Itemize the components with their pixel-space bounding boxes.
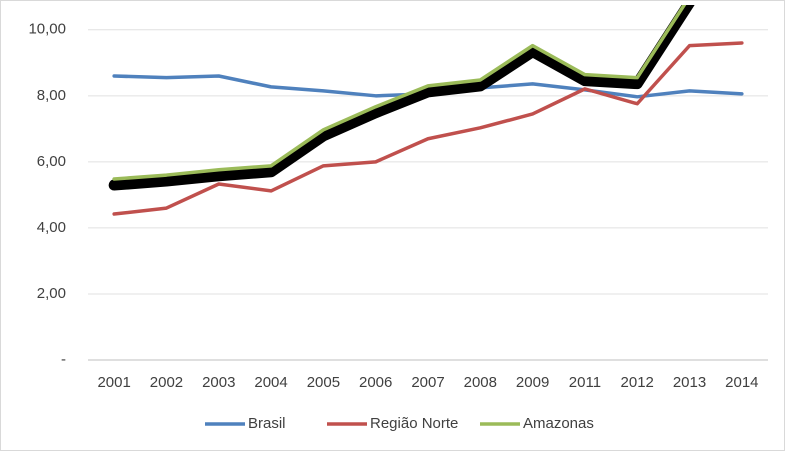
series-line — [112, 41, 744, 216]
x-tick-label: 2001 — [97, 374, 130, 391]
y-tick-label: 10,00 — [28, 21, 66, 38]
x-tick-label: 2002 — [150, 374, 183, 391]
legend-label: Brasil — [248, 415, 286, 432]
x-tick-label: 2005 — [307, 374, 340, 391]
x-tick-label: 2014 — [725, 374, 758, 391]
y-tick-label: 6,00 — [37, 153, 66, 170]
y-tick-label: - — [61, 351, 66, 368]
x-tick-label: 2007 — [411, 374, 444, 391]
x-tick-label: 2012 — [621, 374, 654, 391]
legend-label: Região Norte — [370, 415, 458, 432]
x-tick-label: 2003 — [202, 374, 235, 391]
y-tick-label: 8,00 — [37, 87, 66, 104]
x-tick-label: 2009 — [516, 374, 549, 391]
legend-label: Amazonas — [523, 415, 594, 432]
x-tick-label: 2013 — [673, 374, 706, 391]
line-shadow — [108, 5, 695, 191]
x-tick-label: 2006 — [359, 374, 392, 391]
y-tick-label: 4,00 — [37, 219, 66, 236]
x-tick-label: 2011 — [569, 374, 601, 391]
x-tick-label: 2008 — [464, 374, 497, 391]
y-tick-label: 2,00 — [37, 285, 66, 302]
x-tick-label: 2004 — [254, 374, 287, 391]
series-line — [112, 5, 687, 181]
